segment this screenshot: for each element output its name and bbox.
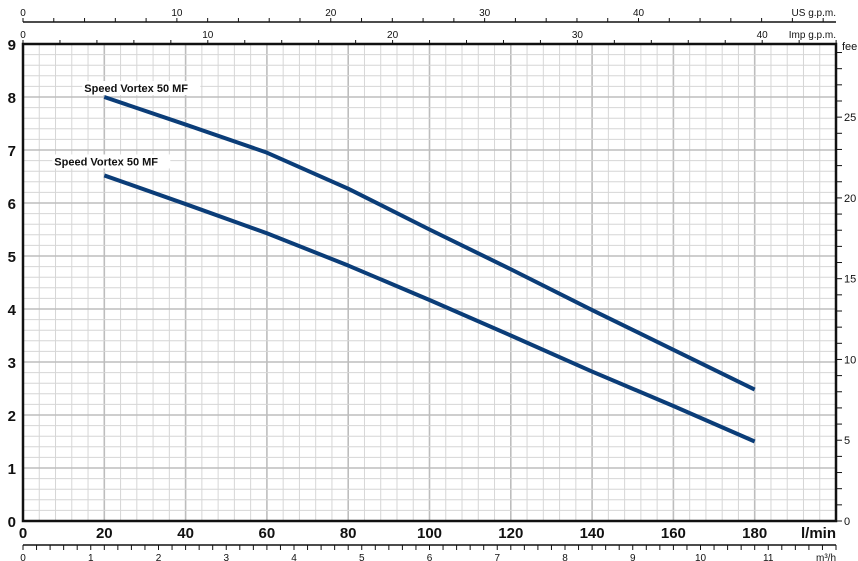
m3h-axis-tick-label: 9 <box>630 553 636 561</box>
imp-gpm-axis-tick-label: 30 <box>572 30 584 41</box>
feet-tick-label: 15 <box>844 274 856 286</box>
y-tick-label: 1 <box>8 461 16 478</box>
feet-tick-label: 5 <box>844 435 850 447</box>
us-gpm-axis-tick-label: 20 <box>325 8 337 19</box>
feet-axis-label: fee <box>842 41 857 53</box>
series-label-bg <box>52 154 171 169</box>
x-axis-label: l/min <box>801 525 836 542</box>
m3h-axis-tick-label: 1 <box>88 553 94 561</box>
us-gpm-axis-tick-label: 30 <box>479 8 491 19</box>
imp-gpm-axis-label: Imp g.p.m. <box>789 30 836 41</box>
us-gpm-axis-tick-label: 0 <box>20 8 26 19</box>
imp-gpm-axis-tick-label: 40 <box>757 30 769 41</box>
feet-tick-label: 10 <box>844 354 856 366</box>
imp-gpm-axis-tick-label: 20 <box>387 30 399 41</box>
y-tick-label: 3 <box>8 355 16 372</box>
m3h-axis-tick-label: 6 <box>427 553 433 561</box>
y-tick-label: 4 <box>8 302 17 319</box>
x-tick-label: 140 <box>580 525 605 542</box>
m3h-axis-tick-label: 2 <box>156 553 162 561</box>
x-tick-label: 80 <box>340 525 357 542</box>
y-tick-label: 6 <box>8 196 16 213</box>
m3h-axis-tick-label: 7 <box>494 553 500 561</box>
x-tick-label: 120 <box>498 525 523 542</box>
m3h-axis-tick-label: 4 <box>291 553 297 561</box>
us-gpm-axis-label: US g.p.m. <box>792 8 836 19</box>
series-label-bg <box>82 81 201 95</box>
imp-gpm-axis-tick-label: 0 <box>20 30 26 41</box>
x-tick-label: 20 <box>96 525 113 542</box>
us-gpm-axis-tick-label: 40 <box>633 8 645 19</box>
series-label: Speed Vortex 50 MF <box>54 156 158 168</box>
us-gpm-axis-tick-label: 10 <box>171 8 183 19</box>
series-line-1 <box>103 95 756 392</box>
m3h-axis-tick-label: 11 <box>763 553 774 561</box>
m3h-axis-tick-label: 5 <box>359 553 365 561</box>
m3h-axis-tick-label: 0 <box>20 553 26 561</box>
m3h-axis-label: m³/h <box>816 553 836 561</box>
imp-gpm-axis-tick-label: 10 <box>202 30 214 41</box>
feet-tick-label: 20 <box>844 193 856 205</box>
x-tick-label: 40 <box>177 525 194 542</box>
y-tick-label: 7 <box>8 143 16 160</box>
m3h-axis-tick-label: 3 <box>223 553 229 561</box>
feet-tick-label: 0 <box>844 516 850 528</box>
y-tick-label: 9 <box>8 37 16 54</box>
series-label: Speed Vortex 50 MF <box>84 83 188 95</box>
x-tick-label: 60 <box>259 525 276 542</box>
x-tick-label: 180 <box>742 525 767 542</box>
series-line-2 <box>103 173 756 444</box>
y-tick-label: 8 <box>8 90 16 107</box>
y-tick-label: 2 <box>8 408 16 425</box>
y-tick-label: 0 <box>8 514 16 531</box>
x-tick-label: 0 <box>19 525 27 542</box>
m3h-axis-tick-label: 10 <box>695 553 707 561</box>
x-tick-label: 160 <box>661 525 686 542</box>
x-tick-label: 100 <box>417 525 442 542</box>
y-tick-label: 5 <box>8 249 16 266</box>
m3h-axis-tick-label: 8 <box>562 553 568 561</box>
feet-tick-label: 25 <box>844 112 856 124</box>
